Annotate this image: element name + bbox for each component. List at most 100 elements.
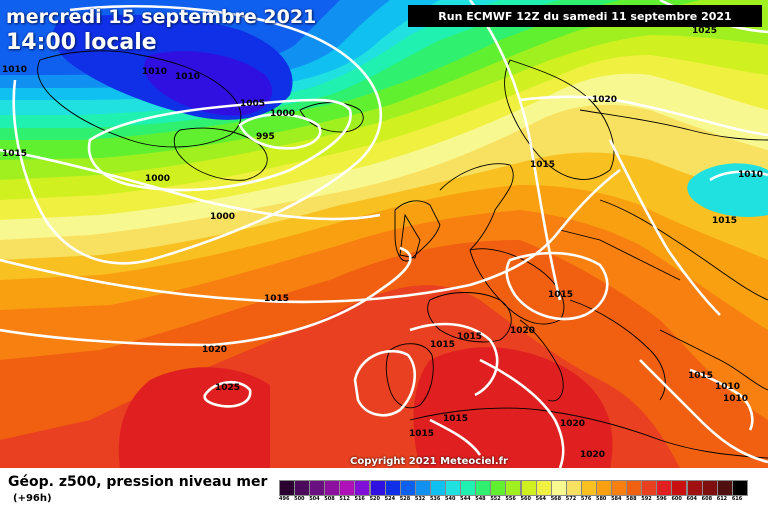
scale-label: 616 (731, 496, 743, 502)
scale-swatch (686, 480, 703, 496)
scale-cell: 516 (354, 480, 371, 506)
scale-swatch (475, 480, 492, 496)
scale-label: 544 (460, 496, 471, 502)
scale-label: 612 (716, 496, 728, 502)
isobar-label: 1020 (202, 345, 227, 355)
isobar-label: 1025 (215, 383, 240, 393)
scale-label: 524 (384, 496, 396, 502)
scale-label: 596 (656, 496, 667, 502)
scale-label: 516 (354, 496, 365, 502)
scale-label: 500 (294, 496, 305, 502)
isobars (0, 0, 768, 468)
isobar-label: 1015 (688, 371, 713, 381)
scale-cell: 496 (279, 480, 295, 506)
isobar-label: 1010 (715, 382, 740, 392)
scale-cell: 500 (294, 480, 311, 506)
scale-cell: 612 (716, 480, 733, 506)
scale-label: 592 (641, 496, 652, 502)
scale-cell: 532 (414, 480, 431, 506)
scale-label: 532 (414, 496, 426, 502)
east-low-patch (687, 163, 768, 217)
scale-cell: 572 (565, 480, 582, 506)
scale-cell: 616 (731, 480, 748, 506)
isobar-label: 1010 (2, 65, 27, 75)
isobar-label: 1000 (145, 174, 170, 184)
scale-label: 560 (520, 496, 531, 502)
scale-swatch (414, 480, 431, 496)
scale-swatch (399, 480, 416, 496)
scale-label: 600 (671, 496, 682, 502)
isobar-label: 1015 (264, 294, 289, 304)
coastlines (37, 50, 768, 459)
isobar-label: 1010 (175, 72, 200, 82)
scale-swatch (384, 480, 401, 496)
scale-label: 588 (626, 496, 637, 502)
scale-swatch (354, 480, 371, 496)
scale-label: 508 (324, 496, 335, 502)
scale-swatch (369, 480, 386, 496)
color-scale: 496 500 504 508 512 516 520 524 528 532 536 540 544 5… (279, 480, 748, 506)
geopotential-map: 1025 1010 1010 1010 1005 1000 995 1015 1… (0, 0, 768, 468)
isobar-label: 1015 (430, 340, 455, 350)
scale-label: 604 (686, 496, 697, 502)
scale-cell: 536 (429, 480, 446, 506)
scale-swatch (716, 480, 733, 496)
scale-cell: 600 (671, 480, 688, 506)
isobar-label: 995 (256, 132, 275, 142)
scale-cell: 504 (309, 480, 326, 506)
scale-swatch (505, 480, 522, 496)
scale-cell: 596 (656, 480, 673, 506)
legend-title: Géop. z500, pression niveau mer (8, 474, 268, 490)
scale-swatch (671, 480, 688, 496)
isobar-label: 1020 (560, 419, 585, 429)
scale-cell: 508 (324, 480, 341, 506)
isobar-label: 1015 (530, 160, 555, 170)
scale-label: 496 (279, 496, 290, 502)
isobar-label: 1015 (548, 290, 573, 300)
scale-swatch (460, 480, 477, 496)
scale-cell: 576 (580, 480, 597, 506)
scale-swatch (445, 480, 462, 496)
isobar-label: 1020 (580, 450, 605, 460)
scale-label: 552 (490, 496, 501, 502)
scale-swatch (324, 480, 341, 496)
scale-cell: 608 (701, 480, 718, 506)
scale-label: 584 (611, 496, 622, 502)
scale-swatch (701, 480, 718, 496)
isobar-label: 1010 (738, 170, 763, 180)
scale-swatch (611, 480, 628, 496)
isobar-label: 1015 (443, 414, 468, 424)
scale-swatch (490, 480, 507, 496)
scale-swatch (279, 480, 295, 496)
isobar-label-group: 1025 1010 1010 1010 1005 1000 995 1015 1… (2, 26, 763, 460)
scale-label: 576 (580, 496, 592, 502)
isobar-label: 1020 (510, 326, 535, 336)
scale-swatch (520, 480, 537, 496)
scale-swatch (731, 480, 748, 496)
scale-swatch (641, 480, 658, 496)
scale-cell: 512 (339, 480, 356, 506)
scale-swatch (550, 480, 567, 496)
isobar-label: 1010 (723, 394, 748, 404)
isobar-label: 1000 (210, 212, 235, 222)
scale-label: 548 (475, 496, 486, 502)
scale-cell: 584 (611, 480, 628, 506)
scale-label: 572 (565, 496, 577, 502)
isobar-label: 1015 (2, 149, 27, 159)
scale-cell: 556 (505, 480, 522, 506)
copyright-text: Copyright 2021 Meteociel.fr (350, 456, 508, 467)
low-core-inner (144, 51, 273, 116)
scale-cell: 604 (686, 480, 703, 506)
model-run-banner: Run ECMWF 12Z du samedi 11 septembre 202… (408, 5, 762, 27)
scale-swatch (595, 480, 612, 496)
scale-cell: 552 (490, 480, 507, 506)
scale-swatch (565, 480, 582, 496)
scale-swatch (656, 480, 673, 496)
scale-cell: 520 (369, 480, 386, 506)
scale-swatch (535, 480, 552, 496)
isobar-label: 1010 (142, 67, 167, 77)
forecast-time: 14:00 locale (6, 30, 157, 55)
scale-swatch (626, 480, 643, 496)
isobar-label: 1015 (712, 216, 737, 226)
